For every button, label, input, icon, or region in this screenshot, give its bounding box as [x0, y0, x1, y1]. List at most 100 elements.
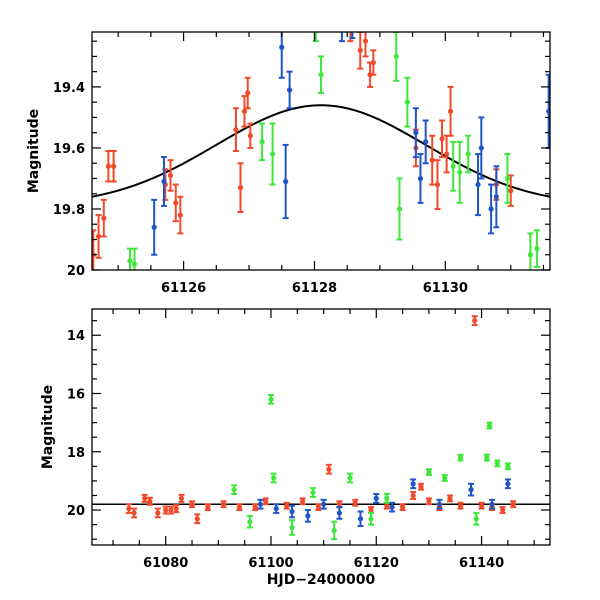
zoom-data-point-red	[167, 159, 174, 192]
zoom-data-point-green	[393, 32, 400, 82]
zoom-data-point-green	[269, 122, 276, 186]
zoom-data-point-blue	[286, 70, 293, 110]
full-data-point-green	[473, 511, 480, 526]
full-data-point-blue	[357, 510, 364, 528]
full-y-tick-label: 16	[67, 387, 85, 402]
full-data-point-red	[236, 503, 243, 512]
zoom-data-point-green	[318, 55, 324, 95]
full-data-point-green	[441, 474, 448, 482]
full-data-point-green	[310, 487, 317, 498]
full-data-point-red	[446, 494, 453, 503]
zoom-data-point-green	[504, 153, 511, 204]
zoom-data-point-green	[131, 247, 138, 270]
zoom-x-tick-label: 61126	[161, 281, 206, 296]
full-data-point-red	[178, 493, 185, 503]
full-data-point-red	[352, 498, 359, 507]
full-data-point-red	[299, 497, 306, 506]
full-y-tick-label: 14	[67, 329, 85, 344]
full-data-point-blue	[320, 498, 327, 510]
full-data-point-blue	[373, 493, 380, 504]
zoom-data-point-blue	[338, 32, 345, 43]
full-data-point-red	[167, 505, 174, 515]
full-data-point-green	[231, 484, 238, 496]
full-data-point-blue	[436, 498, 443, 510]
full-data-point-red	[399, 503, 406, 512]
full-y-tick-label: 20	[67, 504, 85, 519]
zoom-data-point-blue	[422, 119, 429, 165]
zoom-data-point-red	[177, 195, 184, 235]
full-x-tick-label: 61120	[354, 556, 399, 571]
full-panel-x-axis-label: HJD−2400000	[267, 572, 376, 588]
zoom-y-tick-label: 20	[67, 264, 85, 279]
full-data-point-green	[331, 520, 338, 541]
zoom-data-point-blue	[417, 153, 424, 204]
full-data-point-green	[270, 472, 277, 484]
zoom-y-tick-label: 19.8	[53, 203, 85, 218]
full-data-point-green	[346, 472, 353, 484]
zoom-data-point-red	[347, 32, 354, 43]
full-data-point-blue	[468, 482, 475, 497]
zoom-data-point-red	[172, 183, 179, 223]
zoom-data-point-red	[110, 150, 117, 183]
full-data-point-green	[368, 511, 375, 526]
zoom-data-point-red	[241, 95, 248, 128]
full-x-tick-label: 61140	[459, 556, 504, 571]
zoom-model-curve	[92, 104, 550, 198]
zoom-panel-frame	[91, 31, 551, 271]
full-data-point-red	[252, 503, 259, 512]
full-data-point-red	[457, 501, 464, 510]
zoom-x-tick-label: 61130	[423, 281, 468, 296]
zoom-data-point-blue	[160, 156, 167, 207]
full-data-point-blue	[289, 504, 296, 519]
zoom-series-green	[126, 32, 540, 270]
zoom-data-point-red	[100, 198, 107, 238]
zoom-data-point-red	[362, 32, 369, 58]
full-data-point-red	[141, 493, 148, 503]
full-data-point-blue	[410, 478, 417, 490]
full-data-point-red	[262, 497, 269, 506]
zoom-data-point-green	[527, 232, 534, 270]
zoom-data-point-green	[396, 177, 403, 241]
full-x-tick-label: 61080	[143, 556, 188, 571]
full-data-point-green	[504, 462, 511, 471]
full-data-point-blue	[304, 509, 311, 523]
zoom-data-point-red	[247, 122, 254, 149]
full-series-red	[125, 315, 517, 525]
zoom-data-point-blue	[545, 73, 550, 149]
full-data-point-red	[425, 497, 432, 506]
zoom-series-blue	[151, 32, 550, 256]
full-data-point-red	[146, 496, 153, 506]
zoom-series-red	[92, 32, 514, 270]
full-data-point-green	[486, 421, 493, 430]
full-data-point-red	[131, 507, 138, 519]
zoom-x-tick-label: 61128	[292, 281, 337, 296]
zoom-data-point-blue	[151, 198, 158, 256]
zoom-data-point-blue	[282, 143, 289, 220]
full-data-point-green	[494, 459, 501, 468]
full-data-point-red	[510, 500, 517, 509]
zoom-y-tick-label: 19.6	[53, 142, 85, 157]
full-panel: 61080 61100 61120 61140 14 16 18 20 Magnitude H…	[40, 308, 551, 588]
zoom-data-point-green	[259, 122, 266, 162]
zoom-data-point-red	[443, 134, 450, 174]
zoom-data-point-green	[404, 76, 411, 128]
zoom-data-point-red	[244, 76, 251, 110]
full-data-point-red	[194, 513, 201, 525]
zoom-data-point-red	[237, 162, 244, 214]
zoom-data-point-red	[370, 49, 377, 76]
full-data-point-green	[457, 453, 464, 462]
full-data-point-red	[471, 315, 478, 327]
full-data-point-blue	[489, 498, 496, 510]
zoom-data-point-green	[465, 134, 472, 174]
zoom-data-point-red	[357, 32, 364, 70]
zoom-data-point-red	[232, 107, 239, 152]
zoom-data-point-green	[456, 140, 463, 204]
full-data-point-red	[220, 500, 227, 509]
zoom-data-point-blue	[493, 165, 500, 229]
full-data-point-red	[125, 503, 132, 514]
zoom-data-point-blue	[349, 32, 356, 40]
full-data-point-green	[483, 453, 490, 462]
full-panel-y-axis-label: Magnitude	[40, 385, 56, 469]
full-data-point-green	[246, 514, 253, 529]
full-data-point-red	[189, 500, 196, 509]
